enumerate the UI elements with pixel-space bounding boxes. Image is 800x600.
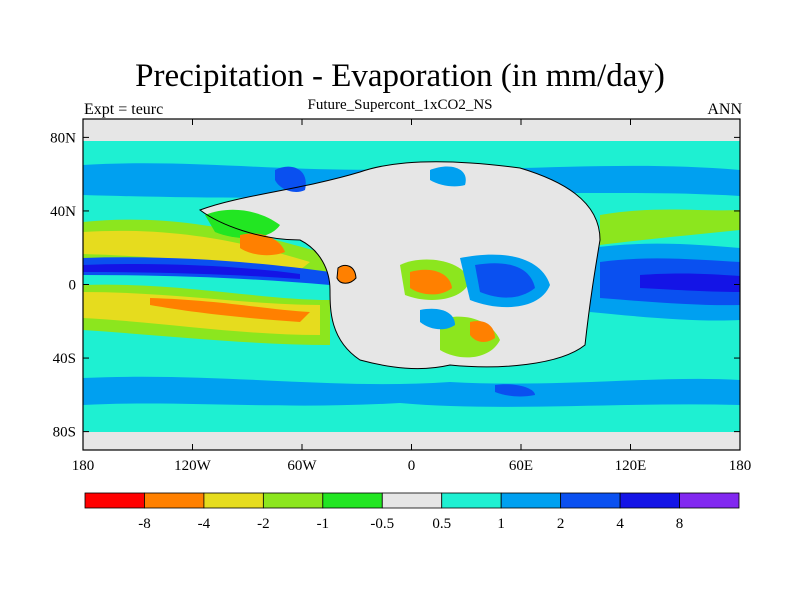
season-label: ANN xyxy=(707,101,742,118)
lat-tick-label: 40N xyxy=(50,204,76,220)
map-field xyxy=(83,119,740,450)
coastline xyxy=(198,161,601,370)
lon-tick-label: 120W xyxy=(174,458,212,474)
colorbar-label: -1 xyxy=(317,516,330,532)
colorbar-label: -8 xyxy=(138,516,151,532)
colorbar-swatch xyxy=(203,492,264,509)
colorbar-swatch xyxy=(381,492,443,509)
lon-tick-label: 120E xyxy=(615,458,647,474)
lon-tick-label: 180 xyxy=(729,458,752,474)
lat-tick-label: 80N xyxy=(50,130,76,146)
lon-tick-label: 180 xyxy=(72,458,95,474)
colorbar-swatch xyxy=(441,492,502,509)
colorbar-swatch xyxy=(679,492,740,509)
colorbar-swatch xyxy=(322,492,383,509)
colorbar-swatch xyxy=(84,492,145,509)
colorbar-label: 8 xyxy=(676,516,684,532)
lat-tick-label: 40S xyxy=(53,351,76,367)
colorbar-label: -4 xyxy=(198,516,211,532)
colorbar-swatch xyxy=(560,492,621,509)
lon-tick-label: 60W xyxy=(287,458,317,474)
colorbar-swatch xyxy=(619,492,680,509)
colorbar-label: 0.5 xyxy=(432,516,451,532)
lat-tick-label: 80S xyxy=(53,425,76,441)
colorbar-label: 2 xyxy=(557,516,565,532)
colorbar-label: -2 xyxy=(257,516,270,532)
chart-title: Precipitation - Evaporation (in mm/day) xyxy=(135,58,665,94)
colorbar-swatch xyxy=(144,492,205,509)
experiment-label: Expt = teurc xyxy=(84,101,164,118)
lon-tick-label: 0 xyxy=(408,458,416,474)
chart-subtitle: Future_Supercont_1xCO2_NS xyxy=(307,97,493,113)
colorbar-label: 4 xyxy=(616,516,624,532)
colorbar-swatch xyxy=(262,492,324,509)
lat-tick-label: 0 xyxy=(69,278,77,294)
colorbar-label: -0.5 xyxy=(370,516,394,532)
colorbar-swatch xyxy=(500,492,562,509)
colorbar-label: 1 xyxy=(497,516,505,532)
lon-tick-label: 60E xyxy=(509,458,533,474)
